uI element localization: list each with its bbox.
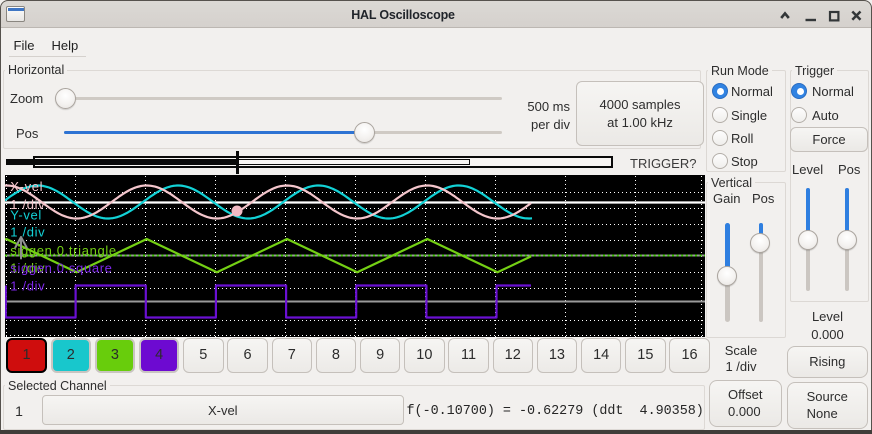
svg-text:1 /div: 1 /div: [10, 279, 45, 294]
svg-text:1 /div: 1 /div: [10, 197, 45, 212]
svg-text:X-vel: X-vel: [10, 179, 43, 194]
svg-text:1 /div: 1 /div: [10, 261, 45, 276]
svg-text:siggen.0.triangle: siggen.0.triangle: [10, 243, 116, 258]
svg-text:1 /div: 1 /div: [10, 225, 45, 240]
svg-text:Y-vel: Y-vel: [10, 208, 42, 223]
svg-text:siggen.0.square: siggen.0.square: [10, 261, 112, 276]
